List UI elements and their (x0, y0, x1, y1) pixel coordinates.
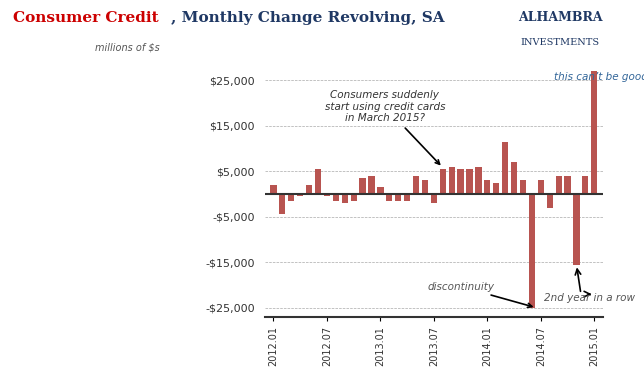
Bar (422, 180, 428, 194)
Text: Consumer Credit: Consumer Credit (13, 11, 158, 26)
Bar (350, 194, 357, 201)
Bar (582, 176, 589, 194)
Bar (297, 194, 303, 196)
Text: , Monthly Change Revolving, SA: , Monthly Change Revolving, SA (171, 11, 444, 26)
Bar (341, 194, 348, 203)
Bar (466, 169, 473, 194)
Bar (591, 71, 598, 194)
Bar (573, 194, 580, 264)
Bar (547, 194, 553, 208)
Bar (493, 182, 499, 194)
Bar (306, 185, 312, 194)
Bar (377, 187, 384, 194)
Bar (395, 194, 401, 201)
Text: ALHAMBRA: ALHAMBRA (518, 11, 603, 24)
Bar (324, 194, 330, 196)
Bar (529, 194, 535, 308)
Text: discontinuity: discontinuity (427, 282, 532, 307)
Bar (315, 169, 321, 194)
Text: this can’t be good: this can’t be good (554, 72, 644, 82)
Bar (484, 180, 491, 194)
Bar (386, 194, 392, 201)
Bar (538, 180, 544, 194)
Bar (520, 180, 526, 194)
Bar (556, 176, 562, 194)
Bar (511, 162, 517, 194)
Bar (475, 167, 482, 194)
Bar (440, 169, 446, 194)
Bar (279, 194, 285, 215)
Bar (333, 194, 339, 201)
Bar (288, 194, 294, 201)
Bar (449, 167, 455, 194)
Bar (368, 176, 375, 194)
Bar (270, 185, 276, 194)
Text: 2nd year in a row: 2nd year in a row (544, 293, 636, 303)
Text: millions of $s: millions of $s (95, 42, 160, 52)
Text: Consumers suddenly
start using credit cards
in March 2015?: Consumers suddenly start using credit ca… (325, 90, 445, 164)
Bar (502, 142, 508, 194)
Text: INVESTMENTS: INVESTMENTS (521, 38, 600, 47)
Bar (413, 176, 419, 194)
Bar (457, 169, 464, 194)
Bar (359, 178, 366, 194)
Bar (564, 176, 571, 194)
Bar (404, 194, 410, 201)
Bar (431, 194, 437, 203)
